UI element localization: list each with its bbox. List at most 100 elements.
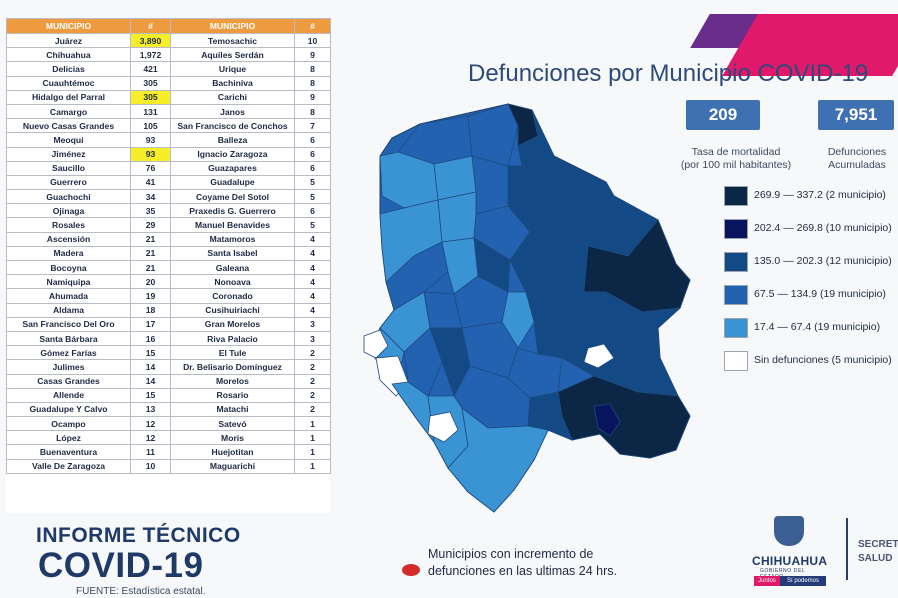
municipality-name: Jiménez [6,146,131,162]
municipality-name: Coyame Del Sotol [170,189,295,205]
total-deaths-label-line2: Acumuladas [828,159,886,171]
legend-swatch [724,186,748,206]
municipality-name: Saucillo [6,160,131,176]
municipality-name: Juárez [6,32,131,49]
deaths-count: 20 [130,274,171,290]
deaths-count: 13 [130,401,171,418]
column-header-municipio: MUNICIPIO [6,18,131,34]
municipality-table-panel: MUNICIPIO # MUNICIPIO # Juárez 3,890 Temos… [6,18,331,513]
legend-item: Sin defunciones (5 municipio) [724,351,898,371]
table-row: Casas Grandes 14 Morelos 2 [6,373,331,389]
table-row: Camargo 131 Janos 8 [6,103,331,120]
deaths-count: 3,890 [130,32,171,49]
municipality-name: San Francisco Del Oro [6,316,131,332]
deaths-count: 2 [294,345,331,361]
municipality-name: Dr. Belisario Domínguez [170,359,295,375]
deaths-count: 1,972 [130,47,171,63]
municipality-name: El Tule [170,345,295,361]
deaths-count: 19 [130,288,171,304]
column-header-count-2: # [294,18,331,34]
deaths-count: 10 [294,32,331,49]
municipality-name: Casas Grandes [6,373,131,389]
municipality-name: Aquiles Serdán [170,47,295,63]
deaths-count: 8 [294,103,331,120]
deaths-count: 9 [294,47,331,63]
municipality-name: Ignacio Zaragoza [170,146,295,162]
deaths-count: 1 [294,416,331,432]
table-row: Gómez Farías 15 El Tule 2 [6,345,331,361]
table-row: Julimes 14 Dr. Belisario Domínguez 2 [6,359,331,375]
table-row: Ascensión 21 Matamoros 4 [6,231,331,247]
deaths-count: 5 [294,189,331,205]
deaths-count: 21 [130,245,171,262]
deaths-count: 18 [130,302,171,318]
municipality-deaths-table: MUNICIPIO # MUNICIPIO # Juárez 3,890 Temos… [6,18,331,474]
deaths-count: 421 [130,61,171,77]
municipality-name: Madera [6,245,131,262]
chihuahua-government-logo: CHIHUAHUA GOBIERNO DEL ESTADO Juntos Sí … [752,514,828,598]
table-row: Hidalgo del Parral 305 Carichi 9 [6,89,331,105]
secretaria-divider [846,518,848,580]
municipality-name: Meoqui [6,132,131,148]
legend-label: Sin defunciones (5 municipio) [754,354,892,366]
municipality-sin-defunciones-1 [583,343,615,369]
municipality-name: Satevó [170,416,295,432]
municipality-name: Riva Palacio [170,330,295,347]
legend-label: 17.4 — 67.4 (19 municipio) [754,321,881,333]
deaths-count: 1 [294,430,331,446]
mortality-rate-label: Tasa de mortalidad (por 100 mil habitant… [660,146,812,172]
deaths-count: 4 [294,288,331,304]
total-deaths-label: Defunciones Acumuladas [812,146,898,172]
deaths-count: 305 [130,89,171,105]
deaths-count: 4 [294,302,331,318]
deaths-count: 3 [294,330,331,347]
municipality-name: Rosario [170,387,295,403]
red-dot-marker [402,564,420,576]
legend-item: 17.4 — 67.4 (19 municipio) [724,318,898,338]
table-row: Aldama 18 Cusihuiriachi 4 [6,302,331,318]
deaths-count: 4 [294,231,331,247]
table-row: Jiménez 93 Ignacio Zaragoza 6 [6,146,331,162]
deaths-count: 2 [294,401,331,418]
deaths-count: 6 [294,146,331,162]
municipality-name: Maguarichi [170,458,295,474]
municipality-name: Gran Morelos [170,316,295,332]
deaths-count: 5 [294,174,331,191]
table-row: Ojinaga 35 Praxedis G. Guerrero 6 [6,203,331,219]
deaths-count: 12 [130,416,171,432]
municipality-name: Nuevo Casas Grandes [6,118,131,134]
legend-item: 67.5 — 134.9 (19 municipio) [724,285,898,305]
municipality-name: Coronado [170,288,295,304]
table-row: Valle De Zaragoza 10 Maguarichi 1 [6,458,331,474]
legend-item: 269.9 — 337.2 (2 municipio) [724,186,898,206]
deaths-count: 305 [130,75,171,91]
municipality-name: Guadalupe [170,174,295,191]
municipality-name: Julimes [6,359,131,375]
table-row: Meoqui 93 Balleza 6 [6,132,331,148]
deaths-count: 41 [130,174,171,191]
deaths-count: 131 [130,103,171,120]
deaths-count: 1 [294,444,331,460]
municipality-name: Matachi [170,401,295,418]
deaths-count: 16 [130,330,171,347]
table-row: Ocampo 12 Satevó 1 [6,416,331,432]
table-row: Buenaventura 11 Huejotitan 1 [6,444,331,460]
deaths-count: 8 [294,75,331,91]
deaths-count: 4 [294,245,331,262]
deaths-count: 3 [294,316,331,332]
secretaria-label: SECRET SALUD [858,538,898,566]
legend-label: 202.4 — 269.8 (10 municipio) [754,222,892,234]
municipality-guadalupe-y-calvo [447,407,549,513]
municipality-name: Moris [170,430,295,446]
municipality-sin-defunciones-4 [427,411,459,443]
total-deaths-label-line1: Defunciones [827,146,887,158]
municipality-name: Ahumada [6,288,131,304]
municipality-name: Cusihuiriachi [170,302,295,318]
table-row: Saucillo 76 Guazapares 6 [6,160,331,176]
deaths-count: 29 [130,217,171,233]
table-row: Santa Bárbara 16 Riva Palacio 3 [6,330,331,347]
table-row: Ahumada 19 Coronado 4 [6,288,331,304]
deaths-count: 4 [294,274,331,290]
report-heading: INFORME TÉCNICO [36,524,241,547]
report-covid-title: COVID-19 [38,546,204,585]
